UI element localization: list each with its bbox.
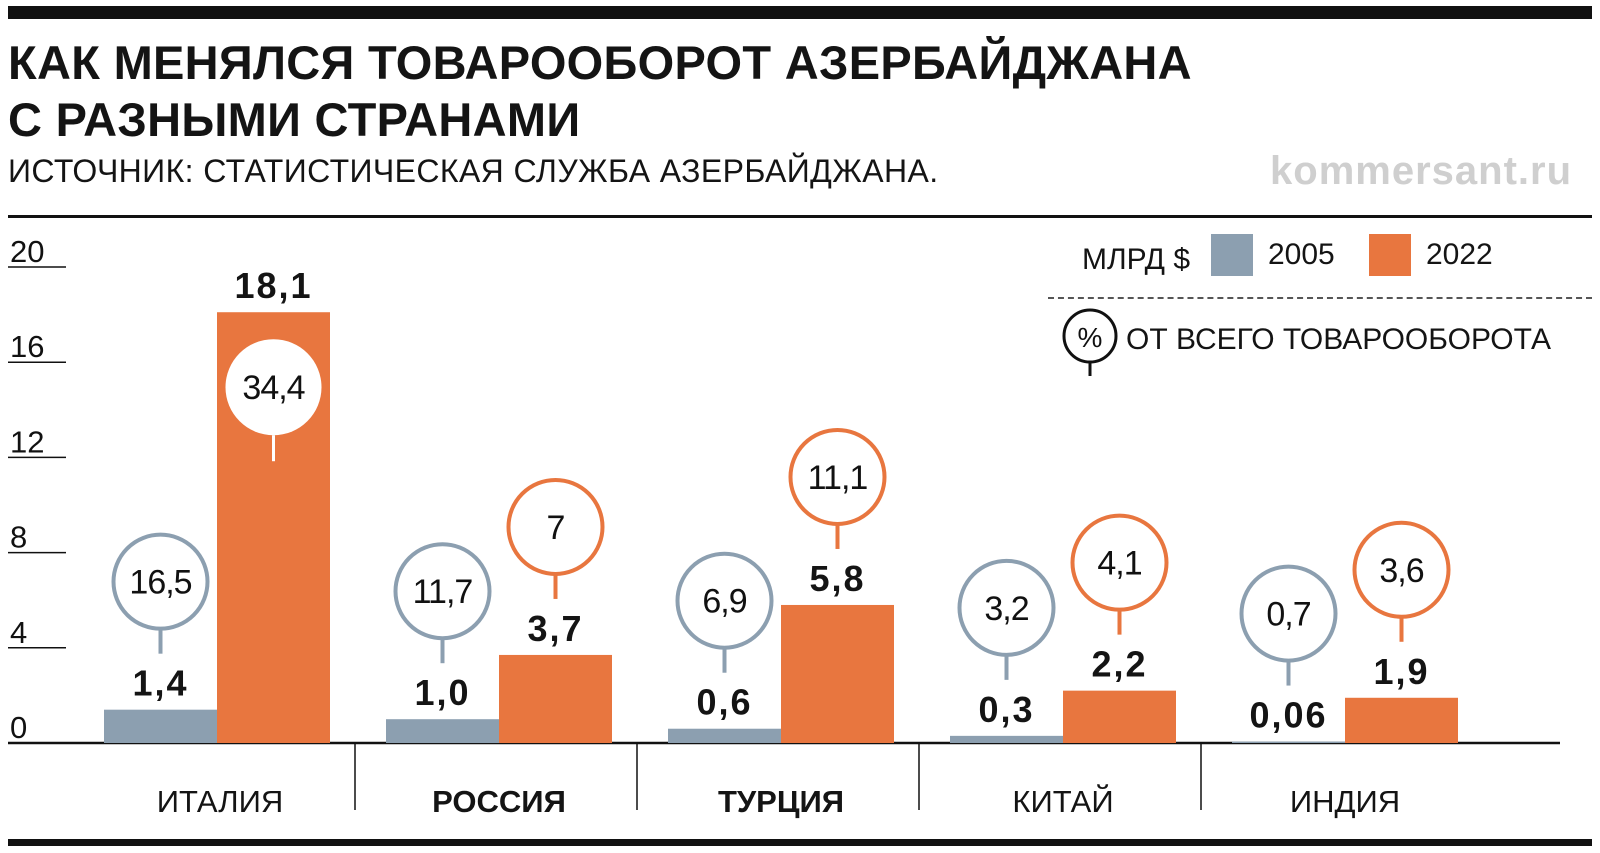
share-bubble (393, 542, 492, 641)
top-bar (8, 6, 1592, 19)
share-bubble (1070, 513, 1169, 612)
category-label-china: КИТАЙ (1012, 784, 1114, 819)
share-bubble (1239, 564, 1338, 663)
brand-watermark: kommersant.ru (1270, 149, 1572, 193)
share-label-2022: 34,4 (242, 369, 304, 407)
y-tick-label: 12 (10, 424, 44, 459)
share-label-2022: 11,1 (808, 459, 868, 497)
share-bubble (111, 532, 210, 631)
value-label-2005: 0,6 (696, 682, 752, 723)
title-line-1: КАК МЕНЯЛСЯ ТОВАРООБОРОТ АЗЕРБАЙДЖАНА (8, 36, 1192, 89)
share-label-2005: 6,9 (702, 583, 746, 621)
value-label-2005: 0,3 (978, 689, 1034, 730)
share-bubble (1352, 520, 1451, 619)
y-tick-label: 4 (10, 615, 27, 650)
bar-2022 (1063, 690, 1176, 743)
legend-label-2022: 2022 (1426, 238, 1493, 271)
value-label-2022: 2,2 (1091, 644, 1147, 685)
y-tick-label: 8 (10, 520, 27, 555)
share-label-2022: 7 (547, 509, 565, 547)
value-label-2022: 3,7 (527, 608, 583, 649)
bar-2022 (499, 654, 612, 743)
footer-rule (8, 839, 1592, 846)
category-label-india: ИНДИЯ (1289, 784, 1401, 819)
legend-percent-note: ОТ ВСЕГО ТОВАРООБОРОТА (1126, 323, 1551, 356)
title-line-2: С РАЗНЫМИ СТРАНАМИ (8, 93, 581, 146)
share-label-2005: 11,7 (413, 573, 473, 611)
source-note: ИСТОЧНИК: СТАТИСТИЧЕСКАЯ СЛУЖБА АЗЕРБАЙД… (8, 153, 939, 189)
share-bubble (675, 551, 774, 650)
y-tick-label: 16 (10, 329, 44, 364)
percent-bubble-icon: % (1062, 308, 1118, 376)
share-label-2022: 4,1 (1097, 545, 1141, 583)
header-rule (8, 215, 1592, 218)
y-tick-label: 20 (10, 234, 44, 269)
legend-swatch-2005 (1211, 234, 1253, 276)
share-bubble (225, 339, 322, 436)
share-label-2005: 16,5 (129, 564, 191, 602)
value-label-2022: 18,1 (234, 265, 312, 306)
share-label-2005: 3,2 (984, 590, 1028, 628)
value-label-2022: 5,8 (809, 558, 865, 599)
chart-title: КАК МЕНЯЛСЯ ТОВАРООБОРОТ АЗЕРБАЙДЖАНА С … (8, 34, 1408, 148)
category-label-russia: РОССИЯ (432, 784, 566, 819)
legend-divider (1048, 297, 1592, 299)
value-label-2005: 0,06 (1249, 695, 1327, 736)
share-bubble (788, 427, 887, 526)
legend-label-2005: 2005 (1268, 238, 1335, 271)
share-bubble (506, 477, 605, 576)
category-label-turkey: ТУРЦИЯ (717, 784, 845, 819)
bar-2005 (104, 709, 217, 743)
bar-chart: 0 4 8 12 16 20 1,4 16,5 18,1 34,4 1,0 11,7 3,7 7 0,6 6,… (8, 234, 1560, 810)
value-label-2005: 1,0 (414, 672, 470, 713)
value-label-2022: 1,9 (1373, 651, 1429, 692)
value-label-2005: 1,4 (132, 663, 188, 704)
y-tick-label: 0 (10, 710, 27, 745)
share-bubble (957, 558, 1056, 657)
legend-swatch-2022 (1369, 234, 1411, 276)
bar-2005 (386, 719, 499, 743)
share-label-2005: 0,7 (1266, 596, 1310, 634)
share-label-2022: 3,6 (1379, 552, 1423, 590)
bar-2022 (781, 604, 894, 743)
category-label-italy: ИТАЛИЯ (156, 784, 284, 819)
bar-2005 (1232, 741, 1345, 743)
bar-2005 (950, 735, 1063, 743)
bar-2022 (1345, 697, 1458, 743)
bar-2005 (668, 728, 781, 743)
percent-symbol: % (1078, 322, 1103, 353)
legend-unit: МЛРД $ (1082, 243, 1191, 276)
